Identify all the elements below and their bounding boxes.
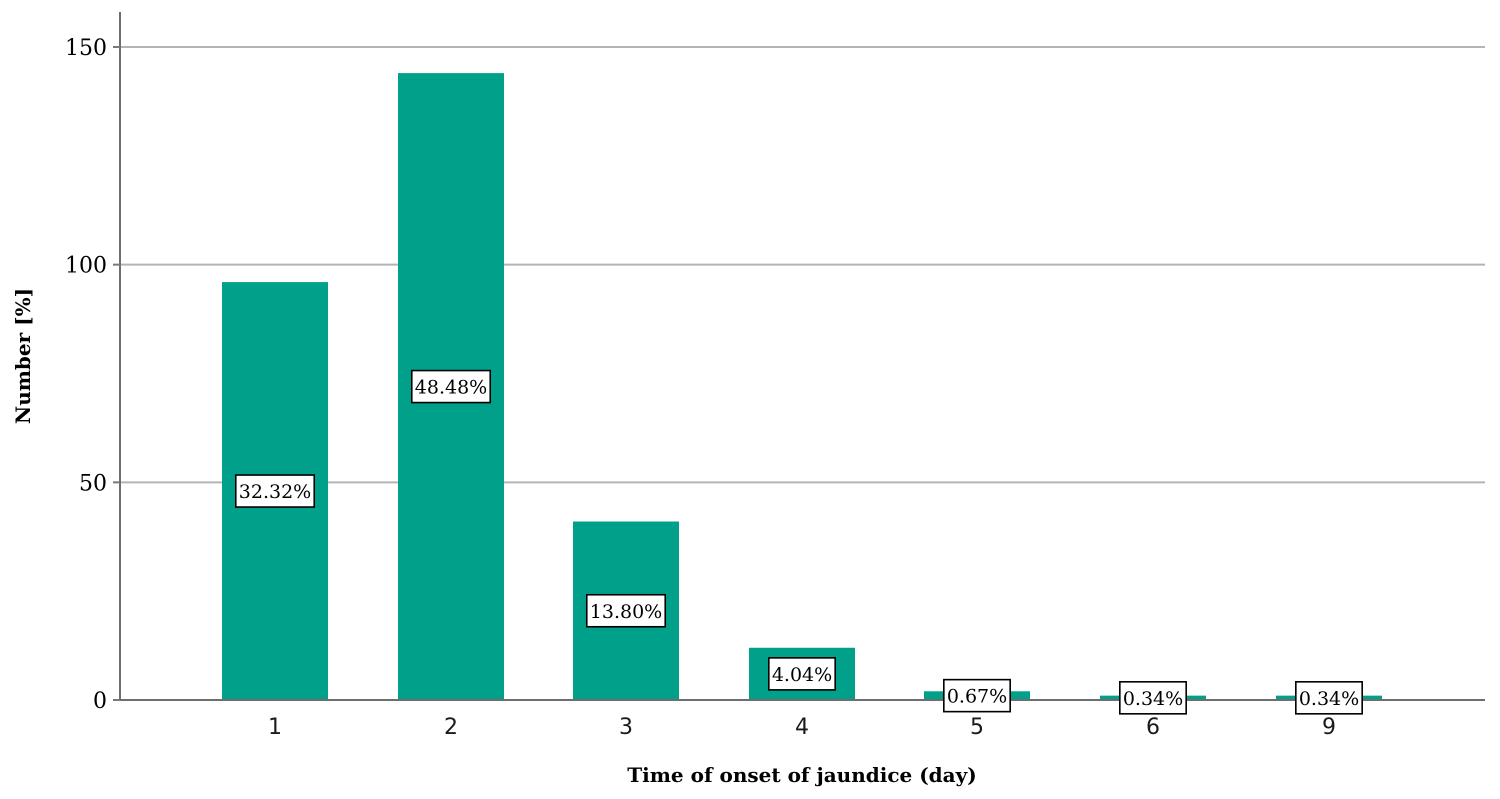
data-label: 0.67% [943, 678, 1011, 713]
x-tick-label: 4 [795, 715, 809, 740]
data-label: 0.34% [1295, 681, 1363, 715]
data-label: 13.80% [585, 593, 667, 628]
data-label-text: 0.67% [947, 686, 1007, 708]
data-label: 4.04% [768, 657, 836, 691]
x-tick-label: 3 [619, 715, 633, 740]
x-tick-labels: 1 2 3 4 5 6 9 [268, 715, 1336, 740]
data-label-box [410, 369, 492, 404]
data-label-text: 13.80% [590, 601, 662, 623]
bars [222, 73, 1382, 701]
y-tick-label: 100 [65, 254, 107, 279]
x-tick-label: 5 [970, 715, 984, 740]
data-label-box [234, 474, 316, 508]
data-labels: 32.32% 48.48% 13.80% 4.04% 0.67% 0.34% 0.34% [234, 369, 1363, 715]
data-label: 48.48% [410, 369, 492, 404]
data-label-box [585, 593, 667, 628]
y-tick-label: 150 [65, 36, 107, 61]
data-label-text: 32.32% [239, 481, 311, 503]
data-label-box [1295, 681, 1363, 715]
x-tick-label: 9 [1322, 715, 1336, 740]
y-tick-label: 50 [79, 471, 107, 496]
x-tick-label: 6 [1146, 715, 1160, 740]
x-tick-label: 1 [268, 715, 282, 740]
data-label-box [1119, 681, 1187, 715]
y-axis-title: Number [%] [11, 288, 35, 424]
data-label-text: 0.34% [1123, 688, 1183, 710]
x-tick-label: 2 [444, 715, 458, 740]
x-axis-title: Time of onset of jaundice (day) [627, 763, 976, 787]
data-label: 32.32% [234, 474, 316, 508]
data-label: 0.34% [1119, 681, 1187, 715]
data-label-box [768, 657, 836, 691]
axes [119, 12, 1485, 701]
y-tick-label: 0 [93, 689, 107, 714]
data-label-text: 0.34% [1299, 688, 1359, 710]
data-label-box [943, 678, 1011, 713]
data-label-text: 4.04% [772, 664, 832, 686]
y-tick-labels: 0 50 100 150 [65, 36, 120, 714]
gridlines [120, 46, 1485, 484]
data-label-text: 48.48% [415, 377, 487, 399]
